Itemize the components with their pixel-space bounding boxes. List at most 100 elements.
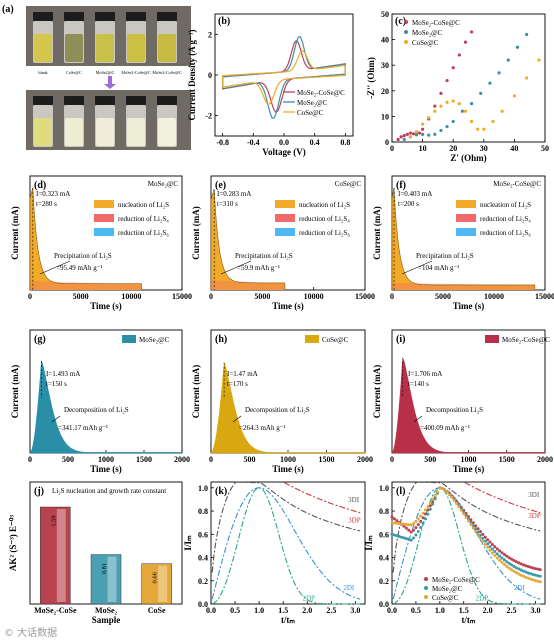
data-point-l-1 [524, 570, 528, 574]
data-point-l-0 [395, 519, 399, 523]
x-tick-label-j: CoSe [148, 606, 166, 615]
peak-time-g: t=150 s [46, 380, 67, 388]
x-axis-label-j: Sample [92, 615, 121, 625]
y-tick-label-c: 40 [381, 36, 389, 45]
x-tick-label-e: 10000 [304, 292, 324, 301]
x-tick-label-f: 0 [390, 292, 394, 301]
nyquist-point-1 [427, 133, 431, 137]
nyquist-point-1 [515, 45, 520, 49]
cv-series-2 [222, 49, 346, 105]
data-point-l-1 [419, 526, 423, 530]
data-point-l-2 [488, 548, 492, 552]
data-point-l-1 [529, 572, 533, 576]
data-point-l-0 [502, 553, 506, 557]
nyquist-point-2 [408, 135, 412, 139]
vial-liquid [158, 118, 176, 146]
data-point-l-0 [533, 567, 537, 571]
nyquist-point-1 [506, 58, 510, 62]
data-point-l-2 [531, 578, 535, 582]
vial-cap [95, 96, 115, 105]
legend-label-d: reduction of Li₂S₄ [118, 215, 169, 223]
legend-swatch-e [275, 214, 295, 222]
data-point-l-0 [464, 512, 468, 516]
legend-label-e: reduction of Li₂S₆ [299, 229, 350, 237]
curve-label-3DI: 3DI [528, 491, 540, 499]
bar-highlight [158, 565, 168, 602]
data-point-l-0 [519, 562, 523, 566]
data-point-l-1 [495, 552, 499, 556]
peak-current-i: I=1.706 mA [408, 370, 442, 378]
data-point-l-0 [495, 547, 499, 551]
area-decomposition-g [29, 360, 183, 454]
data-point-l-2 [517, 572, 521, 576]
panel-label-c: (c) [395, 16, 406, 27]
x-tick-label-h: 1000 [280, 455, 296, 464]
annotation-e: Precipitation of Li₂S [235, 252, 293, 260]
data-point-l-0 [486, 538, 490, 542]
panel-label-k: (k) [215, 486, 227, 497]
data-point-l-2 [447, 493, 451, 497]
legend-swatch-d [94, 228, 114, 236]
data-point-l-1 [390, 532, 394, 536]
x-tick-label-d: 10000 [121, 292, 141, 301]
data-point-l-1 [409, 538, 413, 542]
x-tick-label-i: 500 [424, 455, 436, 464]
nyquist-point-1 [402, 137, 406, 142]
data-point-l-1 [433, 497, 437, 501]
legend-swatch-c [404, 20, 408, 24]
x-tick-label-l: 2.0 [483, 606, 493, 615]
area-decomposition-h [210, 363, 366, 454]
theory-curve-2DP-l [393, 487, 541, 605]
legend-label-c: CoSe@C [412, 39, 439, 47]
theory-curve-3DP-k [284, 482, 361, 514]
vial-liquid [65, 118, 83, 146]
data-point-l-2 [423, 508, 427, 512]
data-point-l-2 [478, 536, 482, 540]
nyquist-point-2 [427, 116, 431, 120]
annotation-i: Decomposition Li₂S [426, 406, 483, 414]
vial-liquid [127, 34, 145, 62]
x-tick-label-i: 2000 [537, 455, 553, 464]
nyquist-point-0 [445, 78, 449, 83]
data-point-l-1 [512, 564, 516, 568]
y-tick-label-c: 20 [381, 87, 389, 96]
x-tick-label-c: 40 [510, 144, 518, 153]
x-tick-label-f: 5000 [435, 292, 451, 301]
data-point-l-2 [433, 494, 437, 498]
capacity-i: =400.09 mAh g⁻¹ [420, 424, 470, 432]
data-point-l-1 [392, 533, 396, 537]
x-tick-label-b: 0.0 [279, 138, 289, 147]
annotation-h: Decomposition of Li₂S [245, 406, 310, 414]
y-axis-label-l: I/Iₘ [364, 535, 374, 551]
peak-time-f: t=200 s [398, 200, 419, 208]
legend-label-l: MoSe₂@C [432, 585, 463, 593]
area-nucleation-e [211, 189, 285, 290]
x-tick-label-i: 1000 [461, 455, 477, 464]
peak-time-e: t=310 s [217, 200, 238, 208]
nyquist-point-2 [421, 122, 425, 126]
nyquist-point-2 [414, 130, 419, 134]
legend-label-b: CoSe@C [297, 109, 324, 117]
legend-label-l: CoSe@C [432, 594, 459, 602]
data-point-l-2 [481, 539, 485, 543]
nyquist-point-0 [405, 132, 409, 136]
x-axis-label-l: t/tₘ [461, 615, 475, 625]
data-point-l-2 [476, 533, 480, 537]
legend-swatch-e [275, 200, 295, 208]
y-axis-label-h: Current (mA) [191, 365, 201, 419]
data-point-l-1 [400, 535, 404, 539]
data-point-l-0 [392, 517, 396, 521]
data-point-l-1 [517, 567, 521, 571]
data-point-l-2 [390, 521, 394, 525]
nyquist-point-1 [439, 128, 443, 133]
vial-liquid [158, 34, 176, 62]
annotation-d: Precipitation of Li₂S [54, 252, 112, 260]
legend-label-d: reduction of Li₂S₆ [118, 229, 169, 237]
legend-label-c: MoSe₂-CoSe@C [412, 19, 460, 27]
axes-frame-k [210, 481, 366, 605]
data-point-l-1 [536, 574, 540, 578]
x-tick-label-e: 15000 [355, 292, 375, 301]
y-tick-label-k: 0.8 [198, 507, 208, 516]
y-tick-label-k: 0.6 [198, 530, 208, 539]
nyquist-point-2 [439, 104, 443, 108]
